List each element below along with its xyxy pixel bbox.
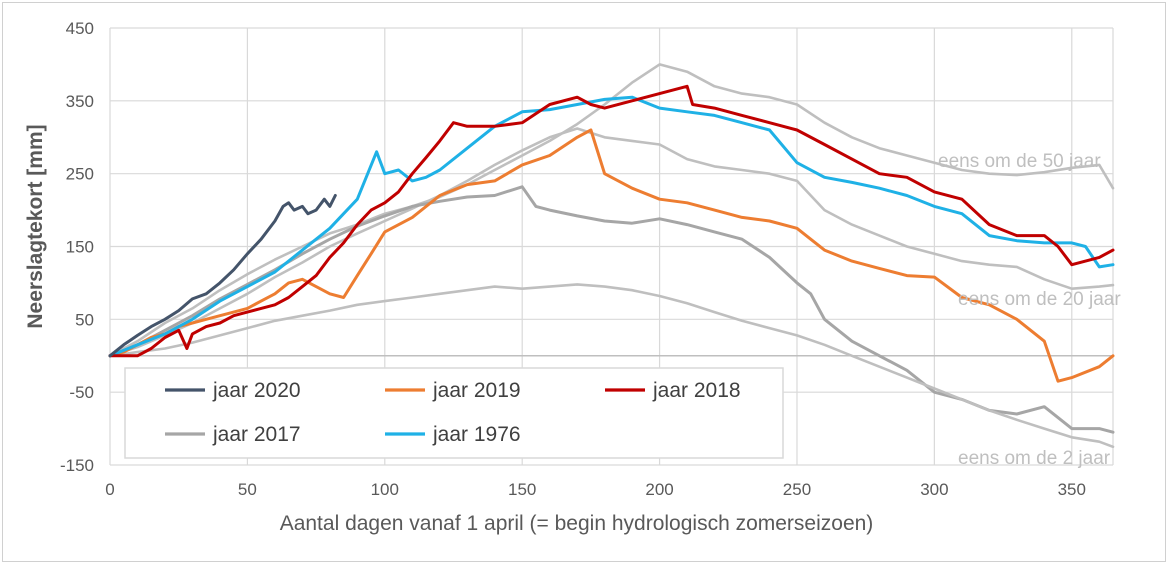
series-line-jaar-2019 <box>108 128 1115 383</box>
annotation-eens-om-de-2-jaar: eens om de 2 jaar <box>958 448 1111 469</box>
series-line-eens-om-de-20-jaar <box>108 127 1115 358</box>
axes: 0 50 100 150 200 250 300 350 -150 -50 50 150 250 350 4… <box>60 19 1113 499</box>
series-line-jaar-2018 <box>108 84 1115 358</box>
annotation-eens-om-de-20-jaar: eens om de 20 jaar <box>958 289 1121 310</box>
x-tick-label: 150 <box>508 480 536 499</box>
x-tick-label: 100 <box>371 480 399 499</box>
annotations: eens om de 50 jaar eens om de 20 jaar eens… <box>938 151 1121 469</box>
series-lines <box>108 63 1115 449</box>
y-tick-label: -50 <box>69 383 94 402</box>
y-tick-label: 350 <box>66 92 94 111</box>
y-tick-label: 150 <box>66 238 94 257</box>
legend-label-jaar-2020: jaar 2020 <box>212 379 301 402</box>
x-tick-label: 200 <box>645 480 673 499</box>
x-tick-label: 50 <box>238 480 257 499</box>
y-tick-label: 450 <box>66 19 94 38</box>
x-axis-title: Aantal dagen vanaf 1 april (= begin hydr… <box>280 512 874 535</box>
series-line-jaar-1976 <box>108 95 1115 358</box>
legend: jaar 2020 jaar 2019 jaar 2018 jaar 2017 jaar… <box>124 367 784 459</box>
y-tick-label: 250 <box>66 165 94 184</box>
x-tick-label: 300 <box>920 480 948 499</box>
x-tick-label: 250 <box>783 480 811 499</box>
legend-label-jaar-2017: jaar 2017 <box>212 423 301 446</box>
annotation-eens-om-de-50-jaar: eens om de 50 jaar <box>938 151 1101 172</box>
x-tick-label: 0 <box>105 480 114 499</box>
y-axis-title: Neerslagtekort [mm] <box>24 124 47 328</box>
legend-label-jaar-2019: jaar 2019 <box>432 379 521 402</box>
y-tick-label: -150 <box>60 456 94 475</box>
legend-box <box>124 367 784 459</box>
series-line-jaar-2020 <box>108 194 337 358</box>
x-tick-label: 350 <box>1058 480 1086 499</box>
legend-label-jaar-2018: jaar 2018 <box>652 379 741 402</box>
series-line-eens-om-de-50-jaar <box>108 63 1115 358</box>
y-tick-label: 50 <box>75 310 94 329</box>
series-line-eens-om-de-2-jaar <box>108 283 1115 449</box>
legend-label-jaar-1976: jaar 1976 <box>432 423 521 446</box>
